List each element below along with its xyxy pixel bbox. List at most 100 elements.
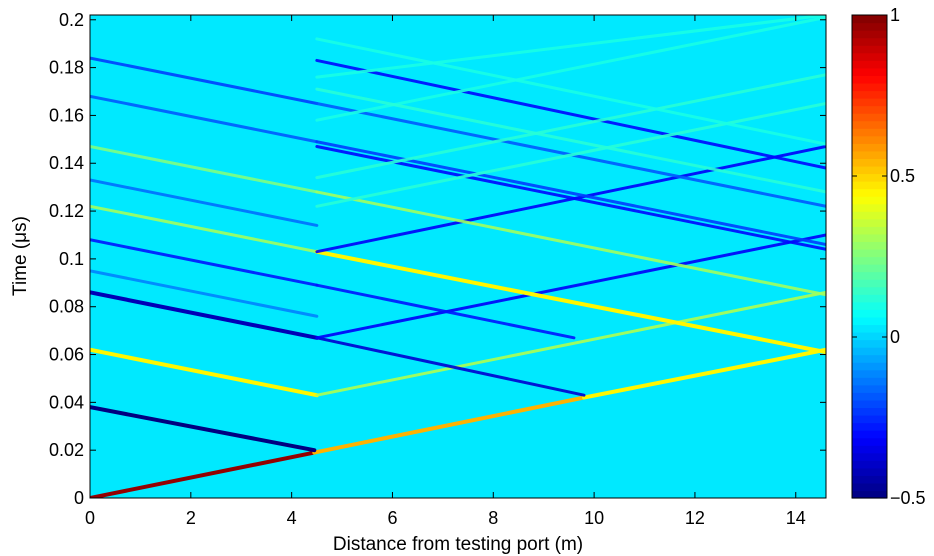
- colorbar-band: [852, 98, 887, 107]
- colorbar-band: [852, 135, 887, 144]
- colorbar-band: [852, 22, 887, 31]
- trace-segment-16: [315, 145, 826, 251]
- trace-segment-3: [90, 405, 317, 453]
- colorbar-band: [852, 218, 887, 227]
- trace-segment-22: [90, 178, 319, 227]
- colorbar-band: [852, 362, 887, 371]
- colorbar-band: [852, 294, 887, 303]
- colorbar-band: [852, 52, 887, 61]
- colorbar-band: [852, 60, 887, 69]
- y-tick-label: 0.12: [49, 201, 84, 221]
- colorbar-band: [852, 324, 887, 333]
- colorbar-band: [852, 467, 887, 476]
- y-tick-label: 0.08: [49, 297, 84, 317]
- trace-segment-23: [90, 269, 319, 318]
- colorbar-band: [852, 105, 887, 114]
- colorbar-band: [852, 241, 887, 250]
- trace-segment-29: [315, 37, 826, 146]
- x-axis-title: Distance from testing port (m): [333, 534, 583, 555]
- colorbar-band: [852, 392, 887, 401]
- colorbar-tick-label: 0: [890, 327, 900, 347]
- colorbar-band: [852, 407, 887, 416]
- x-tick-label: 2: [186, 508, 196, 528]
- colorbar-band: [852, 384, 887, 393]
- colorbar-band: [852, 377, 887, 386]
- trace-segment-10: [315, 283, 576, 340]
- x-tick-label: 0: [85, 508, 95, 528]
- x-tick-label: 6: [387, 508, 397, 528]
- x-tick-label: 10: [584, 508, 604, 528]
- colorbar-band: [852, 452, 887, 461]
- colorbar-band: [852, 196, 887, 205]
- trace-segment-1: [312, 395, 587, 455]
- trace-segment-18: [90, 94, 319, 144]
- colorbar-band: [852, 113, 887, 122]
- trace-segment-19: [315, 140, 826, 247]
- colorbar-band: [852, 128, 887, 137]
- colorbar-band: [852, 437, 887, 446]
- trace-segment-20: [90, 56, 319, 105]
- colorbar-band: [852, 482, 887, 492]
- trace-segment-5: [315, 290, 826, 397]
- colorbar-band: [852, 45, 887, 54]
- colorbar-band: [852, 165, 887, 175]
- colorbar-band: [852, 143, 887, 152]
- colorbar-band: [852, 120, 887, 129]
- colorbar-band: [852, 430, 887, 439]
- trace-segment-11: [90, 204, 319, 254]
- trace-segment-28: [315, 87, 826, 194]
- y-tick-label: 0.02: [49, 440, 84, 460]
- y-axis-ticks: 0 0.02 0.04 0.06 0.08 0.1 0.12 0.14 0.16 0.18 0.2: [49, 10, 826, 508]
- colorbar-band: [852, 475, 887, 484]
- colorbar-band: [852, 279, 887, 288]
- colorbar-band: [852, 414, 887, 424]
- colorbar-band: [852, 256, 887, 265]
- colorbar-band: [852, 347, 887, 356]
- y-tick-label: 0.2: [59, 10, 84, 30]
- trace-segment-0: [90, 450, 317, 498]
- colorbar-band: [852, 445, 887, 454]
- colorbar-band: [852, 90, 887, 99]
- trace-segment-15: [315, 190, 826, 297]
- y-tick-label: 0.14: [49, 153, 84, 173]
- colorbar-band: [852, 460, 887, 469]
- colorbar-tick-label: 1: [890, 5, 900, 25]
- trace-segment-25: [315, 101, 826, 208]
- colorbar-band: [852, 301, 887, 310]
- colorbar-band: [852, 82, 887, 92]
- trace-segment-26: [315, 15, 826, 122]
- trace-segment-7: [315, 336, 586, 397]
- colorbar-band: [852, 422, 887, 431]
- trace-segment-2: [582, 347, 826, 400]
- colorbar-band: [852, 286, 887, 295]
- colorbar-band: [852, 150, 887, 159]
- colorbar-band: [852, 67, 887, 76]
- trace-segment-6: [90, 290, 319, 340]
- colorbar-ticks: −0.5 0 0.5 1: [852, 5, 926, 508]
- colorbar-band: [852, 30, 887, 39]
- colorbar-band: [852, 331, 887, 341]
- x-tick-label: 14: [786, 508, 806, 528]
- colorbar-band: [852, 354, 887, 363]
- colorbar-tick-label: −0.5: [890, 488, 926, 508]
- colorbar-band: [852, 309, 887, 318]
- colorbar-band: [852, 15, 887, 24]
- colorbar-band: [852, 271, 887, 280]
- y-axis-title: Time (μs): [10, 216, 31, 296]
- plot-frame: [89, 14, 827, 499]
- colorbar-band: [852, 248, 887, 258]
- colorbar-band: [852, 339, 887, 348]
- reflection-traces: [90, 15, 826, 498]
- colorbar-bands: [852, 15, 887, 499]
- trace-segment-24: [315, 73, 826, 180]
- colorbar-band: [852, 75, 887, 84]
- trace-segment-12: [314, 249, 826, 355]
- plot-background: [90, 15, 826, 498]
- y-tick-label: 0.1: [59, 249, 84, 269]
- trace-segment-9: [90, 238, 319, 287]
- y-tick-label: 0.06: [49, 345, 84, 365]
- colorbar-band: [852, 316, 887, 326]
- colorbar-band: [852, 233, 887, 243]
- colorbar-band: [852, 181, 887, 190]
